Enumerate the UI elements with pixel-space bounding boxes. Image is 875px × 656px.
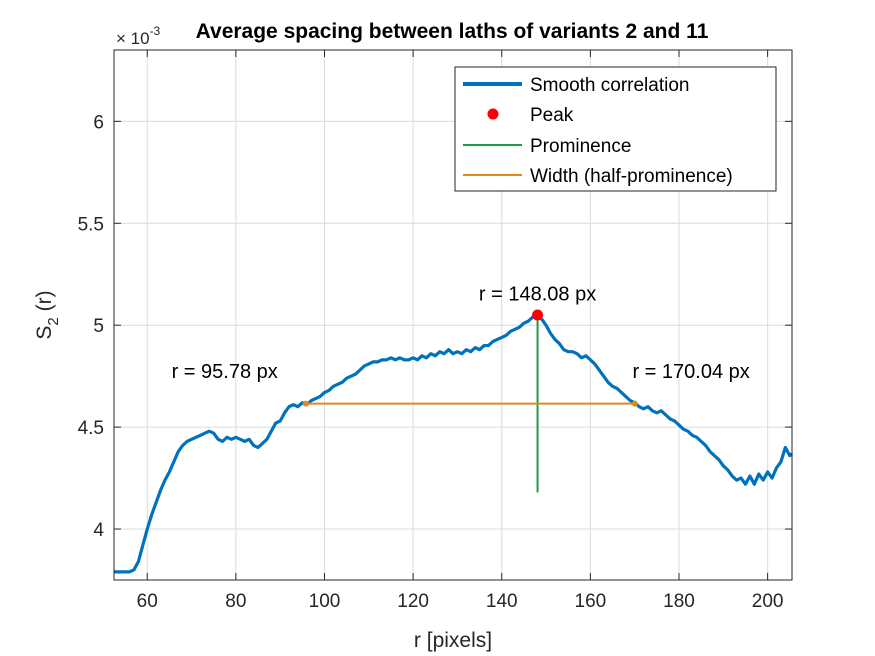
x-axis-label: r [pixels] [414,629,492,652]
legend-smooth-correlation-label: Smooth correlation [530,75,689,96]
smooth-correlation-line [114,313,794,574]
y-tick-label: 5 [93,316,104,337]
annotation-label: r = 95.78 px [172,361,278,383]
y-tick-label: 6 [93,112,104,133]
legend: Smooth correlation Peak Prominence Width… [454,66,777,192]
legend-box [454,66,777,192]
x-tick-label: 80 [225,591,246,612]
width-left-endpoint [302,400,309,407]
y-axis-label-tail: (r) [33,290,56,317]
chart-title: Average spacing between laths of variant… [196,20,709,43]
y-tick-label: 5.5 [78,214,104,235]
y-axis-label-main: S [33,326,56,340]
annotation-label: r = 148.08 px [479,284,596,306]
legend-peak-label: Peak [530,105,574,126]
annotation-label: r = 170.04 px [632,361,749,383]
annotations-layer: r = 148.08 px r = 95.78 px r = 170.04 px [172,284,750,383]
y-exponent-power: -3 [150,24,161,38]
peak-marker [532,309,544,321]
y-axis-label-subscript: 2 [45,317,62,325]
axis-ticks: 60 80 100 120 140 160 180 200 4 4.5 5 5.5 6 [78,50,792,612]
plot-frame [113,49,793,581]
x-tick-label: 100 [309,591,341,612]
x-tick-label: 160 [575,591,607,612]
y-tick-label: 4.5 [78,418,104,439]
y-axis-label: S2 (r) [33,290,62,339]
legend-peak-swatch [487,108,499,120]
y-exponent-label: × 10-3 [116,24,161,48]
markers-layer [302,309,638,493]
x-tick-label: 180 [663,591,695,612]
legend-prominence-label: Prominence [530,136,631,157]
x-tick-label: 140 [486,591,518,612]
x-tick-label: 200 [752,591,784,612]
legend-width-label: Width (half-prominence) [530,166,733,187]
series-layer [114,313,794,574]
width-right-endpoint [631,400,638,407]
y-exponent-base: × 10 [116,29,150,48]
x-tick-label: 60 [137,591,158,612]
x-tick-label: 120 [397,591,429,612]
y-tick-label: 4 [93,520,104,541]
